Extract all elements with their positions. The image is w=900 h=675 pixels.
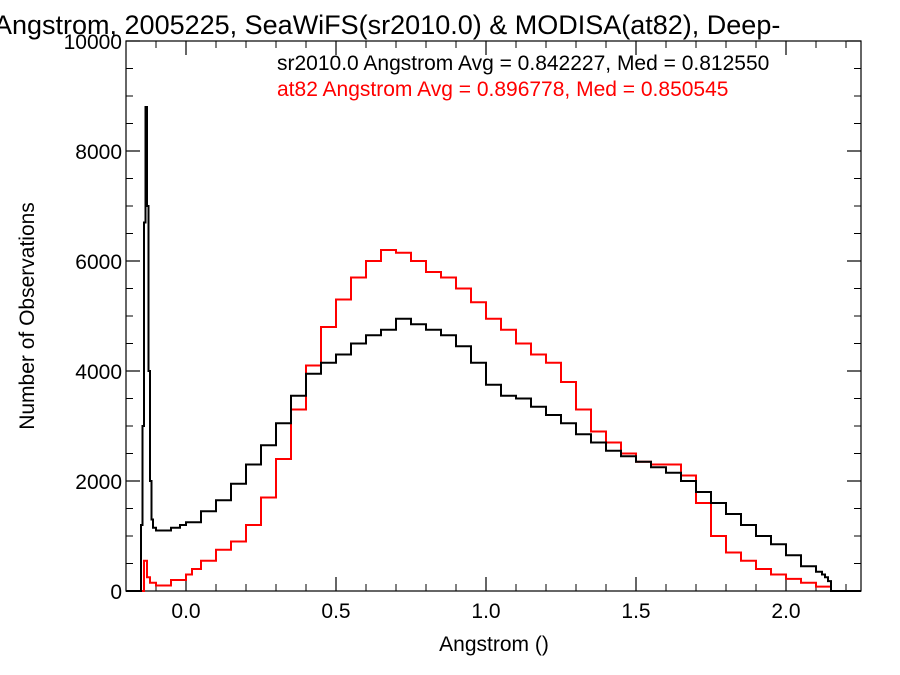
axis-ticks: 0.0 0.5 1.0 1.5 2.0 0 2000 4000 6000 8000 10000 [64,31,861,623]
y-tick-label: 10000 [64,31,122,54]
y-tick-label: 6000 [75,251,122,274]
x-tick-label: 0.5 [321,600,350,623]
series-line-black [126,106,861,592]
x-tick-label: 1.0 [471,600,500,623]
x-axis-label: Angstrom () [439,633,549,656]
annotation-black-stats: sr2010.0 Angstrom Avg = 0.842227, Med = … [277,52,769,75]
x-tick-label: 2.0 [771,600,800,623]
annotation-red-stats: at82 Angstrom Avg = 0.896778, Med = 0.85… [277,78,728,101]
chart-title: Angstrom, 2005225, SeaWiFS(sr2010.0) & M… [0,10,780,40]
x-tick-label: 0.0 [171,600,200,623]
y-tick-label: 4000 [75,361,122,384]
y-tick-label: 8000 [75,141,122,164]
y-tick-label: 2000 [75,471,122,494]
series-line-red [126,249,861,592]
y-tick-label: 0 [110,581,122,604]
y-axis-label: Number of Observations [16,202,39,430]
series-group [126,106,861,592]
x-tick-label: 1.5 [621,600,650,623]
